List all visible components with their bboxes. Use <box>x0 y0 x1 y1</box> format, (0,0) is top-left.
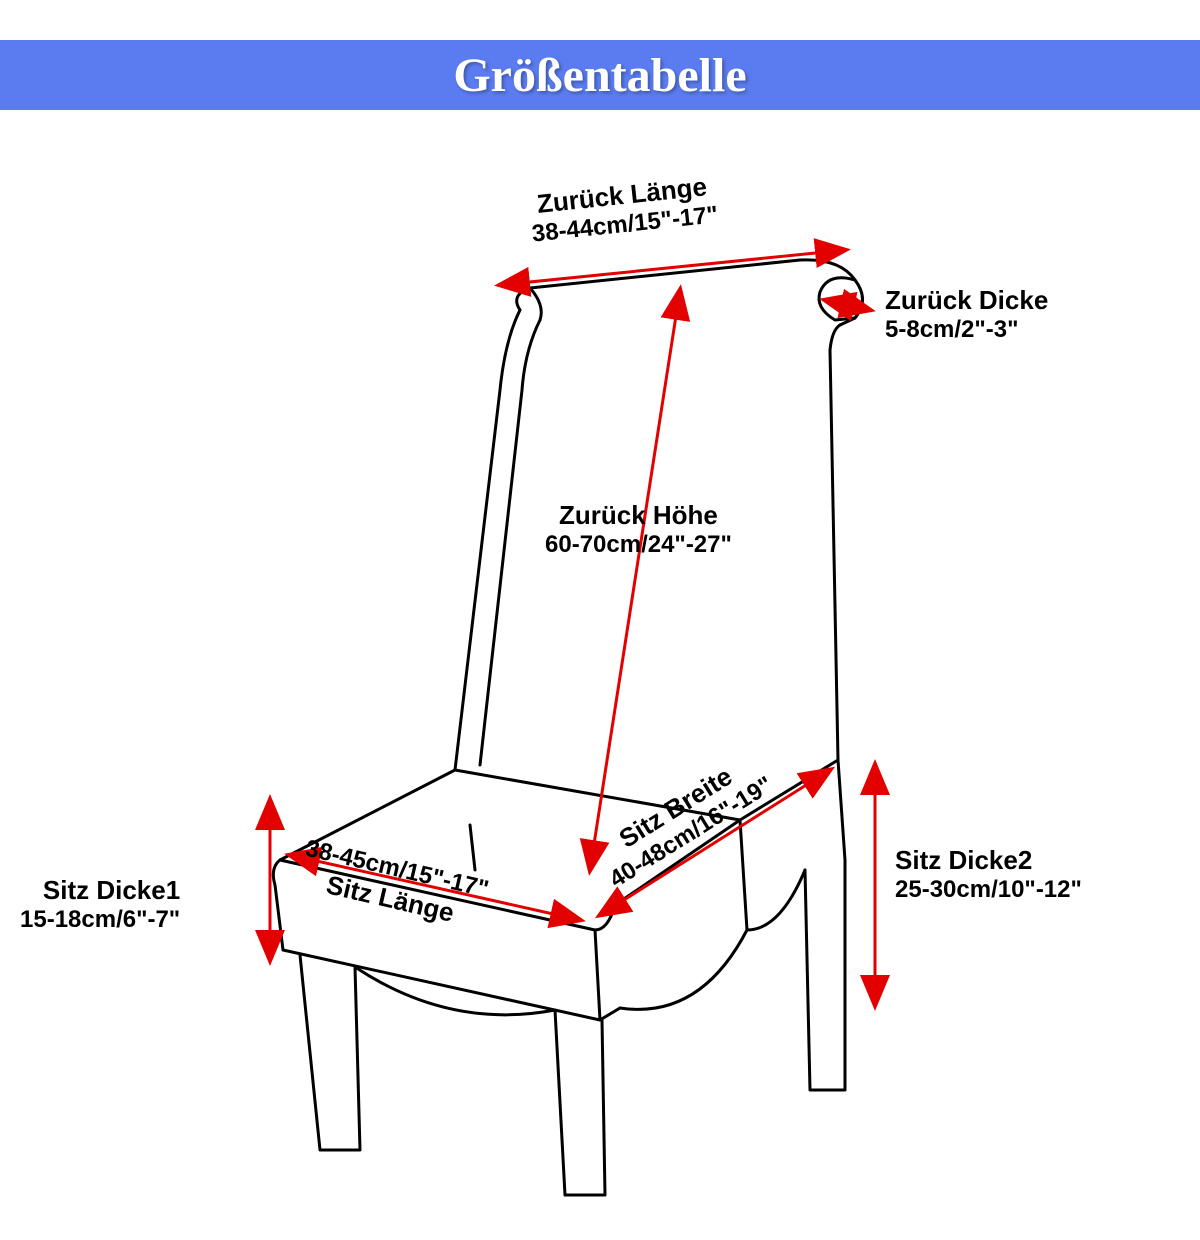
seat-thickness1-label: Sitz Dicke1 <box>43 875 180 905</box>
seat-thickness1-value: 15-18cm/6"-7" <box>20 906 180 935</box>
seat-thickness2-value: 25-30cm/10"-12" <box>895 876 1082 905</box>
back-height-value: 60-70cm/24"-27" <box>545 531 732 560</box>
label-seat-thickness2: Sitz Dicke2 25-30cm/10"-12" <box>895 845 1082 905</box>
chair-svg <box>0 190 1200 1240</box>
label-back-height: Zurück Höhe 60-70cm/24"-27" <box>545 500 732 560</box>
header-bar: Größentabelle <box>0 40 1200 110</box>
chair-diagram: Zurück Länge 38-44cm/15"-17" Zurück Dick… <box>0 190 1200 1240</box>
seat-thickness2-label: Sitz Dicke2 <box>895 845 1032 875</box>
label-back-thickness: Zurück Dicke 5-8cm/2"-3" <box>885 285 1048 345</box>
page-title: Größentabelle <box>453 48 746 103</box>
back-height-label: Zurück Höhe <box>559 500 718 530</box>
label-seat-thickness1: Sitz Dicke1 15-18cm/6"-7" <box>20 875 180 935</box>
back-thickness-value: 5-8cm/2"-3" <box>885 316 1048 345</box>
back-thickness-label: Zurück Dicke <box>885 285 1048 315</box>
